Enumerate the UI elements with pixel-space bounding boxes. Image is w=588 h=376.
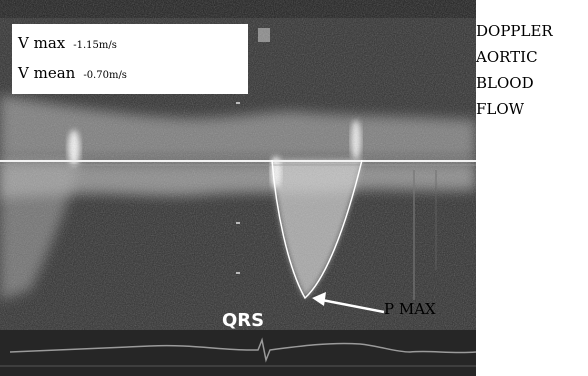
envelope-trace xyxy=(271,159,363,300)
annotation-background xyxy=(476,300,588,376)
pmax-label: P MAX xyxy=(384,300,436,318)
vmax-value: -1.15m/s xyxy=(73,40,117,51)
qrs-label: QRS xyxy=(222,310,265,331)
top-bar xyxy=(0,0,476,18)
caption-line: DOPPLER xyxy=(476,22,553,40)
ecg-trace xyxy=(9,337,476,363)
caption-line: BLOOD xyxy=(476,74,534,92)
vmean-readout: V mean -0.70m/s xyxy=(18,64,127,82)
vmax-label: V max xyxy=(18,34,66,52)
ecg-strip xyxy=(0,330,476,376)
caption-line: AORTIC xyxy=(476,48,538,66)
measurement-box: V max -1.15m/s V mean -0.70m/s xyxy=(12,24,248,94)
arrow-left-icon xyxy=(312,292,385,314)
vmean-label: V mean xyxy=(18,64,76,82)
vmean-value: -0.70m/s xyxy=(83,70,127,81)
figure-caption: DOPPLER AORTIC BLOOD FLOW xyxy=(476,18,553,122)
vmax-readout: V max -1.15m/s xyxy=(18,34,117,52)
caption-line: FLOW xyxy=(476,100,525,118)
